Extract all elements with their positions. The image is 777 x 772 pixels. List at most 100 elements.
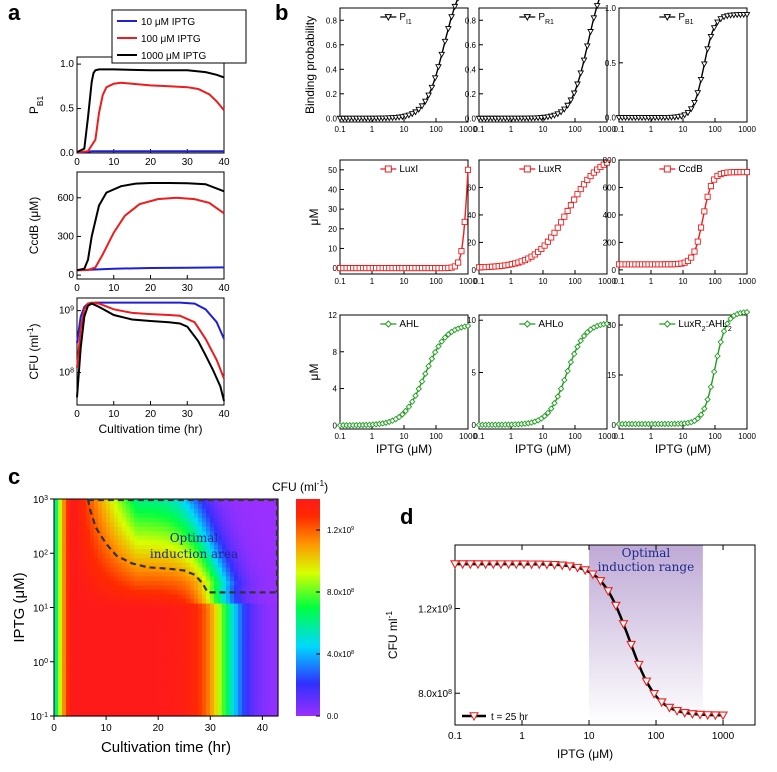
x-axis-label: Cultivation time (hr): [98, 422, 202, 436]
heatmap-cell: [166, 693, 171, 699]
y-axis-label-part: IPTG (μM): [11, 572, 28, 642]
heatmap-cell: [242, 666, 247, 672]
heatmap-cell: [150, 693, 155, 699]
heatmap-cell: [178, 544, 183, 550]
x-tick-label-part: 0.1: [334, 277, 346, 286]
heatmap-cell: [254, 580, 259, 586]
heatmap-cell: [110, 670, 115, 676]
heatmap-cell: [190, 530, 195, 536]
heatmap-cell: [178, 517, 183, 523]
heatmap-cell: [142, 535, 147, 541]
heatmap-cell: [190, 621, 195, 627]
heatmap-cell: [90, 625, 95, 631]
y-tick-label: 0.6: [465, 41, 477, 50]
heatmap-cell: [230, 562, 235, 568]
heatmap-cell: [230, 575, 235, 581]
heatmap-cell: [250, 521, 255, 527]
y-tick-label-part: 5: [472, 369, 477, 378]
heatmap-cell: [206, 521, 211, 527]
heatmap-cell: [254, 625, 259, 631]
heatmap-cell: [58, 670, 63, 676]
heatmap-cell: [210, 539, 215, 545]
heatmap-cell: [202, 706, 207, 713]
heatmap-cell: [162, 612, 167, 618]
heatmap-cell: [230, 593, 235, 600]
heatmap-cell: [154, 521, 159, 527]
heatmap-cell: [194, 535, 199, 541]
heatmap-cell: [206, 562, 211, 568]
x-tick-label: 10: [679, 432, 688, 441]
heatmap-cell: [230, 602, 235, 609]
heatmap-cell: [182, 571, 187, 577]
heatmap-cell: [58, 666, 63, 672]
heatmap-cell: [266, 670, 271, 676]
data-marker: [577, 337, 584, 345]
heatmap-cell: [174, 679, 179, 685]
data-marker: [564, 207, 571, 215]
heatmap-cell: [150, 688, 155, 694]
heatmap-cell: [198, 702, 203, 708]
heatmap-cell: [182, 535, 187, 541]
heatmap-cell: [126, 544, 131, 550]
heatmap-cell: [270, 634, 275, 640]
heatmap-cell: [110, 575, 115, 581]
heatmap-cell: [250, 499, 255, 505]
heatmap-cell: [214, 521, 219, 527]
heatmap-cell: [250, 684, 255, 690]
heatmap-cell: [54, 616, 59, 622]
heatmap-cell: [194, 584, 199, 591]
heatmap-cell: [54, 571, 59, 577]
heatmap-cell: [234, 711, 239, 717]
heatmap-cell: [58, 625, 63, 631]
heatmap-cell: [98, 512, 103, 518]
data-marker: [402, 407, 409, 415]
heatmap-cell: [90, 539, 95, 545]
heatmap-cell: [258, 535, 263, 541]
heatmap-cell: [250, 580, 255, 586]
heatmap-cell: [102, 503, 107, 509]
heatmap-cell: [266, 675, 271, 681]
heatmap-cell: [154, 607, 159, 613]
annotation-line1: Optimal: [170, 531, 219, 545]
heatmap-cell: [202, 679, 207, 685]
heatmap-cell: [106, 562, 111, 568]
heatmap-cell: [130, 648, 135, 654]
x-tick-label-part: 20: [145, 409, 157, 420]
heatmap-cell: [214, 657, 219, 663]
legend-marker: [523, 320, 532, 328]
heatmap-cell: [106, 593, 111, 600]
heatmap-cell: [226, 688, 231, 694]
heatmap-cell: [178, 684, 183, 690]
y-tick-label: 0.8: [326, 16, 338, 25]
heatmap-cell: [178, 589, 183, 595]
heatmap-cell: [126, 697, 131, 704]
heatmap-cell: [182, 530, 187, 536]
heatmap-cell: [170, 562, 175, 568]
heatmap-cell: [114, 684, 119, 690]
data-marker: [717, 338, 724, 346]
heatmap-cell: [158, 621, 163, 627]
heatmap-cell: [242, 535, 247, 541]
y-tick-label: 8: [333, 348, 338, 357]
data-marker: [408, 111, 416, 118]
heatmap-cell: [162, 499, 167, 505]
heatmap-cell: [78, 557, 83, 563]
x-tick-label: 1000: [738, 277, 756, 286]
heatmap-cell: [114, 535, 119, 541]
heatmap-cell: [158, 634, 163, 640]
heatmap-cell: [134, 706, 139, 713]
heatmap-cell: [262, 602, 267, 609]
heatmap-cell: [86, 602, 91, 609]
heatmap-cell: [270, 503, 275, 509]
y-axis-label-part: μM: [307, 209, 321, 226]
heatmap-cell: [190, 652, 195, 658]
x-tick-label-part: 100: [648, 731, 665, 742]
heatmap-cell: [74, 521, 79, 527]
heatmap-cell: [122, 679, 127, 685]
heatmap-cell: [118, 634, 123, 640]
heatmap-cell: [246, 598, 251, 604]
heatmap-cell: [106, 702, 111, 708]
heatmap-cell: [186, 602, 191, 609]
heatmap-cell: [162, 702, 167, 708]
heatmap-cell: [90, 607, 95, 613]
